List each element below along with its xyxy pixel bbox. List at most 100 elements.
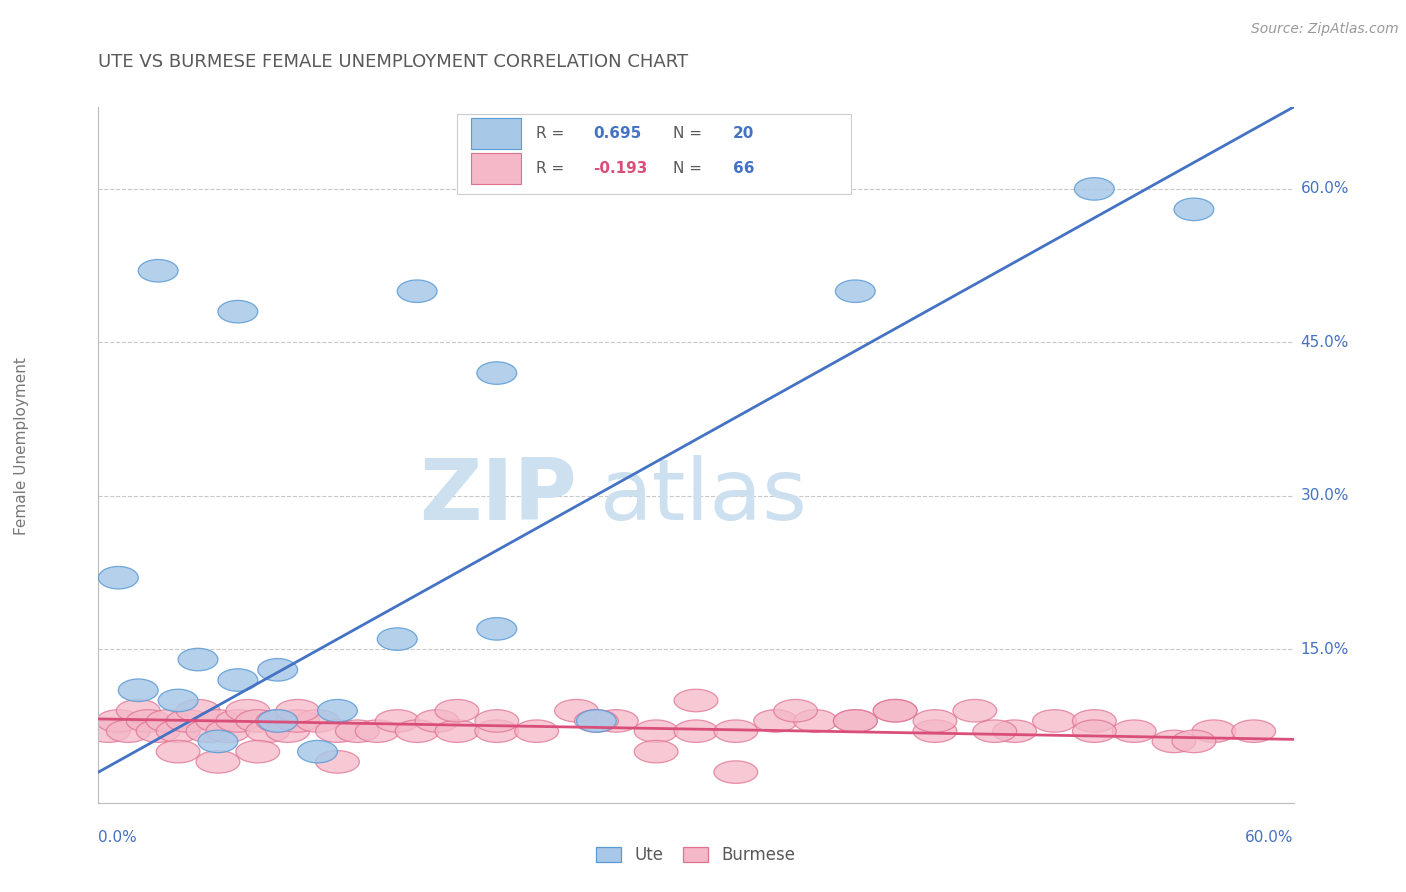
Ellipse shape — [356, 720, 399, 742]
Text: 66: 66 — [733, 161, 755, 176]
Text: R =: R = — [536, 161, 569, 176]
Ellipse shape — [673, 690, 718, 712]
Ellipse shape — [595, 710, 638, 732]
Ellipse shape — [398, 280, 437, 302]
Ellipse shape — [257, 658, 298, 681]
Ellipse shape — [973, 720, 1017, 742]
Text: 60.0%: 60.0% — [1301, 181, 1348, 196]
Ellipse shape — [226, 699, 270, 722]
Ellipse shape — [575, 710, 619, 732]
Ellipse shape — [166, 710, 209, 732]
Ellipse shape — [138, 260, 179, 282]
Ellipse shape — [515, 720, 558, 742]
Ellipse shape — [834, 710, 877, 732]
Ellipse shape — [434, 720, 479, 742]
Ellipse shape — [318, 699, 357, 722]
Ellipse shape — [873, 699, 917, 722]
Ellipse shape — [475, 710, 519, 732]
Ellipse shape — [1232, 720, 1275, 742]
Text: 45.0%: 45.0% — [1301, 334, 1348, 350]
Ellipse shape — [377, 628, 418, 650]
Ellipse shape — [246, 720, 290, 742]
Text: UTE VS BURMESE FEMALE UNEMPLOYMENT CORRELATION CHART: UTE VS BURMESE FEMALE UNEMPLOYMENT CORRE… — [98, 54, 689, 71]
Ellipse shape — [1192, 720, 1236, 742]
Ellipse shape — [835, 280, 875, 302]
Text: 15.0%: 15.0% — [1301, 642, 1348, 657]
Ellipse shape — [266, 720, 309, 742]
Text: N =: N = — [673, 161, 707, 176]
Ellipse shape — [127, 710, 170, 732]
Ellipse shape — [156, 720, 200, 742]
Ellipse shape — [276, 699, 319, 722]
Text: R =: R = — [536, 126, 569, 141]
Ellipse shape — [1174, 198, 1213, 220]
Ellipse shape — [159, 690, 198, 712]
Ellipse shape — [156, 740, 200, 763]
Ellipse shape — [118, 679, 159, 701]
Ellipse shape — [773, 699, 817, 722]
FancyBboxPatch shape — [471, 153, 522, 184]
Ellipse shape — [1074, 178, 1114, 200]
Ellipse shape — [98, 566, 138, 589]
Text: Source: ZipAtlas.com: Source: ZipAtlas.com — [1251, 22, 1399, 37]
Ellipse shape — [375, 710, 419, 732]
Ellipse shape — [179, 648, 218, 671]
Ellipse shape — [298, 740, 337, 763]
Ellipse shape — [834, 710, 877, 732]
Ellipse shape — [217, 710, 260, 732]
Ellipse shape — [195, 710, 240, 732]
Ellipse shape — [477, 617, 517, 640]
Ellipse shape — [793, 710, 838, 732]
Ellipse shape — [218, 301, 257, 323]
Ellipse shape — [97, 710, 141, 732]
Ellipse shape — [117, 699, 160, 722]
Text: N =: N = — [673, 126, 707, 141]
Text: 60.0%: 60.0% — [1246, 830, 1294, 845]
Ellipse shape — [415, 710, 458, 732]
Ellipse shape — [295, 710, 339, 732]
Ellipse shape — [912, 710, 957, 732]
Ellipse shape — [395, 720, 439, 742]
Ellipse shape — [236, 710, 280, 732]
Ellipse shape — [554, 699, 599, 722]
Ellipse shape — [136, 720, 180, 742]
Ellipse shape — [276, 710, 319, 732]
Ellipse shape — [1073, 710, 1116, 732]
Ellipse shape — [714, 761, 758, 783]
Ellipse shape — [912, 720, 957, 742]
Ellipse shape — [634, 720, 678, 742]
Ellipse shape — [186, 720, 231, 742]
Text: 0.0%: 0.0% — [98, 830, 138, 845]
Ellipse shape — [754, 710, 797, 732]
FancyBboxPatch shape — [471, 118, 522, 149]
Legend: Ute, Burmese: Ute, Burmese — [589, 839, 803, 871]
Ellipse shape — [1112, 720, 1156, 742]
Ellipse shape — [218, 669, 257, 691]
Ellipse shape — [993, 720, 1036, 742]
Ellipse shape — [198, 731, 238, 753]
Ellipse shape — [1152, 731, 1197, 753]
Ellipse shape — [256, 710, 299, 732]
Ellipse shape — [207, 720, 250, 742]
Text: -0.193: -0.193 — [593, 161, 648, 176]
Ellipse shape — [1032, 710, 1077, 732]
Ellipse shape — [146, 710, 190, 732]
Ellipse shape — [714, 720, 758, 742]
Ellipse shape — [315, 751, 360, 773]
Ellipse shape — [315, 720, 360, 742]
Text: atlas: atlas — [600, 455, 808, 538]
Ellipse shape — [634, 740, 678, 763]
Ellipse shape — [477, 362, 517, 384]
Text: 20: 20 — [733, 126, 755, 141]
Ellipse shape — [236, 740, 280, 763]
Ellipse shape — [1073, 720, 1116, 742]
FancyBboxPatch shape — [457, 114, 851, 194]
Ellipse shape — [475, 720, 519, 742]
Ellipse shape — [176, 699, 219, 722]
Ellipse shape — [87, 720, 131, 742]
Text: 30.0%: 30.0% — [1301, 488, 1348, 503]
Ellipse shape — [257, 710, 298, 732]
Text: Female Unemployment: Female Unemployment — [14, 357, 28, 535]
Text: 0.695: 0.695 — [593, 126, 641, 141]
Ellipse shape — [434, 699, 479, 722]
